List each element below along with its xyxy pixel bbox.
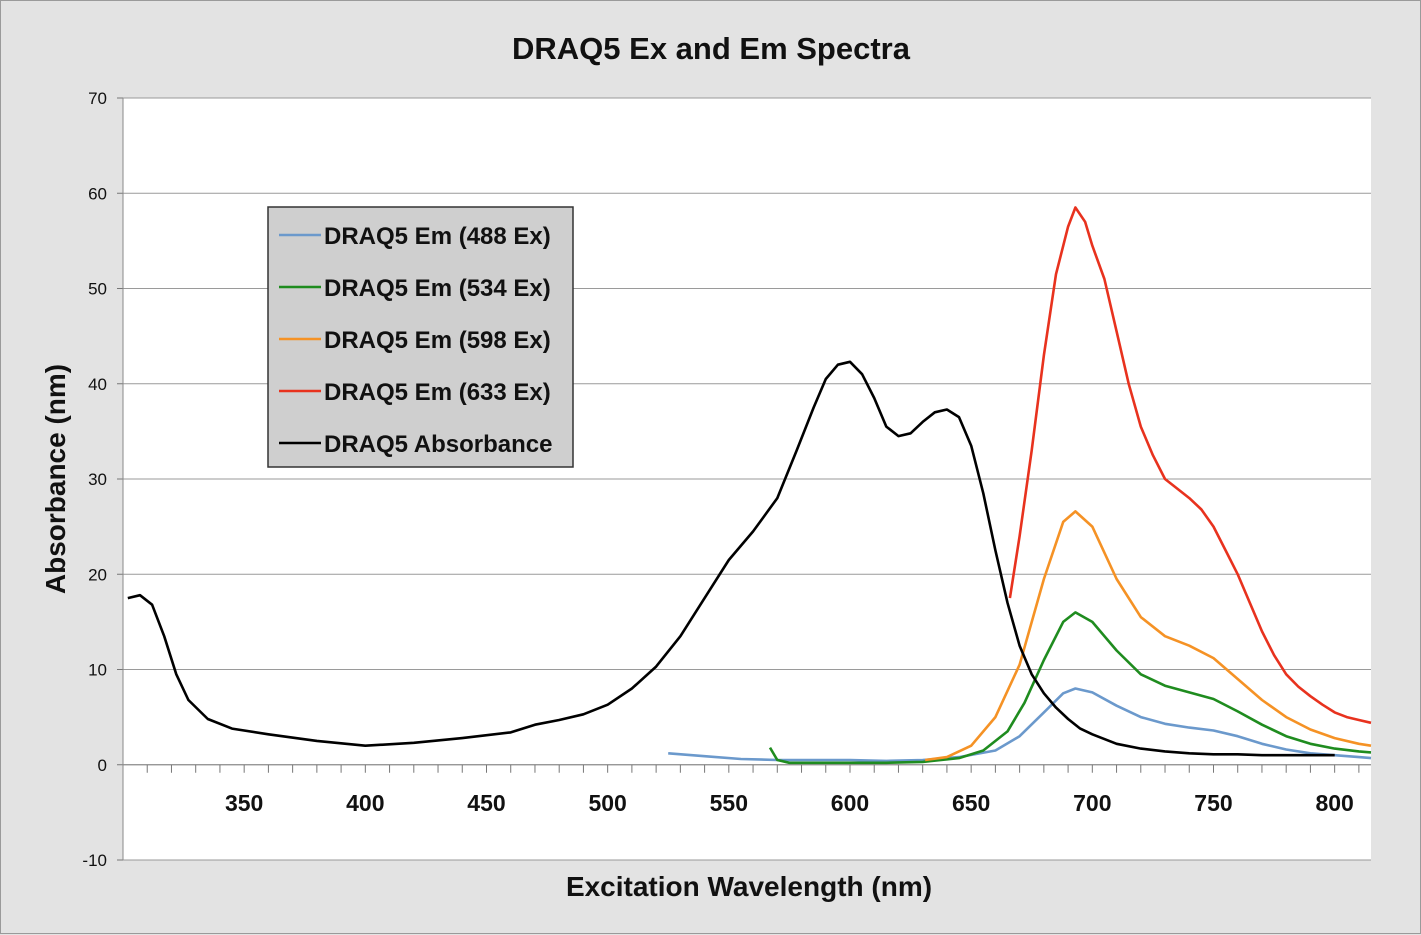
x-tick-label: 800 bbox=[1315, 790, 1353, 816]
legend-label-598: DRAQ5 Em (598 Ex) bbox=[324, 327, 551, 354]
x-axis-label: Excitation Wavelength (nm) bbox=[566, 871, 932, 902]
series-line-2 bbox=[924, 510, 1372, 762]
y-tick-label: -10 bbox=[82, 851, 107, 870]
legend-box bbox=[267, 206, 574, 468]
gridlines bbox=[123, 97, 1371, 861]
x-tick-label: 400 bbox=[346, 790, 384, 816]
y-tick-label: 30 bbox=[88, 470, 107, 489]
x-tick-label: 650 bbox=[952, 790, 990, 816]
chart-title: DRAQ5 Ex and Em Spectra bbox=[512, 31, 911, 66]
y-tick-label: 70 bbox=[88, 89, 107, 108]
x-tick-label: 550 bbox=[710, 790, 748, 816]
series-line-4 bbox=[127, 360, 1335, 757]
legend: DRAQ5 Em (488 Ex) DRAQ5 Em (534 Ex) DRAQ… bbox=[267, 206, 574, 468]
legend-label-534: DRAQ5 Em (534 Ex) bbox=[324, 275, 551, 302]
legend-label-633: DRAQ5 Em (633 Ex) bbox=[324, 379, 551, 406]
legend-label-488: DRAQ5 Em (488 Ex) bbox=[324, 223, 551, 250]
x-tick-label: 500 bbox=[588, 790, 626, 816]
series-line-0 bbox=[668, 687, 1372, 763]
x-tick-label: 750 bbox=[1194, 790, 1232, 816]
series-lines bbox=[127, 206, 1372, 765]
x-tick-label: 600 bbox=[831, 790, 869, 816]
y-tick-label: 50 bbox=[88, 280, 107, 299]
y-tick-label: 0 bbox=[98, 756, 107, 775]
y-axis-label: Absorbance (nm) bbox=[40, 364, 71, 594]
series-line-1 bbox=[768, 611, 1372, 765]
axes: -10 0 10 20 30 40 50 60 70 350 400 450 500 550 600 650 7… bbox=[82, 89, 1371, 870]
y-tick-label: 60 bbox=[88, 184, 107, 203]
y-tick-label: 10 bbox=[88, 661, 107, 680]
y-tick-label: 20 bbox=[88, 565, 107, 584]
x-tick-label: 450 bbox=[467, 790, 505, 816]
series-line-3 bbox=[1008, 206, 1372, 725]
legend-label-absorbance: DRAQ5 Absorbance bbox=[324, 431, 553, 458]
y-tick-label: 40 bbox=[88, 375, 107, 394]
x-tick-label: 700 bbox=[1073, 790, 1111, 816]
x-tick-label: 350 bbox=[225, 790, 263, 816]
